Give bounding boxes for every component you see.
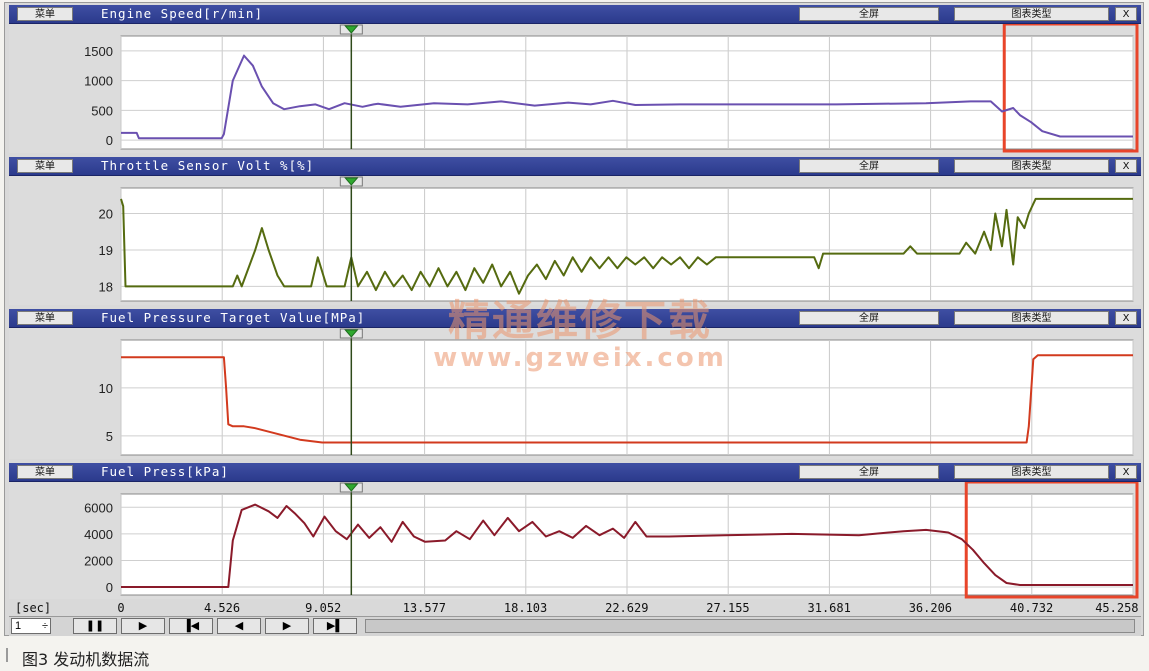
fullscreen-button[interactable]: 全屏 xyxy=(799,7,939,21)
close-icon[interactable]: X xyxy=(1115,159,1137,173)
fuel-pressure-target-chart: 5 10 xyxy=(99,328,1134,456)
panel-title: Engine Speed[r/min] xyxy=(101,6,263,21)
y-tick-label: 5 xyxy=(106,429,113,444)
x-tick-label: 31.681 xyxy=(807,601,851,615)
timeline-scrollbar[interactable] xyxy=(365,619,1135,633)
y-tick-label: 500 xyxy=(91,103,113,118)
panel-title: Fuel Press[kPa] xyxy=(101,464,229,479)
panel-title: Throttle Sensor Volt %[%] xyxy=(101,158,315,173)
y-tick-label: 6000 xyxy=(84,500,113,515)
engine-speed-chart: 0 500 1000 1500 xyxy=(84,24,1139,153)
playback-speed-field[interactable]: 1 ÷ xyxy=(11,618,51,634)
y-tick-label: 18 xyxy=(99,279,113,294)
y-tick-label: 2000 xyxy=(84,553,113,568)
x-tick-label: 4.526 xyxy=(203,601,241,615)
y-tick-label: 4000 xyxy=(84,527,113,542)
throttle-sensor-chart: 18 19 20 xyxy=(99,176,1134,302)
cursor-marker-icon[interactable] xyxy=(344,329,359,338)
y-tick-label: 10 xyxy=(99,381,113,396)
step-back-button[interactable]: ◀ xyxy=(217,618,261,634)
y-tick-label: 19 xyxy=(99,243,113,258)
series-line xyxy=(120,197,1133,295)
speed-spinner-icon[interactable]: ÷ xyxy=(41,620,48,632)
playback-controls: 1 ÷ ❚❚ ▶ ▐◀ ◀ ▶ ▶▌ xyxy=(9,616,1141,636)
close-icon[interactable]: X xyxy=(1115,7,1137,21)
x-tick-label: 40.732 xyxy=(1009,601,1054,615)
chart-type-button[interactable]: 图表类型 xyxy=(954,7,1109,21)
x-tick-label: 22.629 xyxy=(605,601,649,615)
chart-type-button[interactable]: 图表类型 xyxy=(954,159,1109,173)
x-tick-label: 45.258 xyxy=(1095,601,1139,615)
fullscreen-button[interactable]: 全屏 xyxy=(799,465,939,479)
x-tick-label: 36.206 xyxy=(908,601,953,615)
menu-button[interactable]: 菜单 xyxy=(17,7,73,21)
series-line xyxy=(121,503,1133,588)
fullscreen-button[interactable]: 全屏 xyxy=(799,159,939,173)
time-axis-unit: [sec] xyxy=(15,601,52,615)
chart-type-button[interactable]: 图表类型 xyxy=(954,465,1109,479)
panel-throttle-sensor: 菜单 Throttle Sensor Volt %[%] 全屏 图表类型 X 1… xyxy=(9,157,1141,305)
jump-end-button[interactable]: ▶▌ xyxy=(313,618,357,634)
highlight-box xyxy=(1002,24,1139,153)
panel-fuel-pressure-target: 菜单 Fuel Pressure Target Value[MPa] 全屏 图表… xyxy=(9,309,1141,459)
close-icon[interactable]: X xyxy=(1115,311,1137,325)
series-line xyxy=(121,54,1133,140)
panel-titlebar: 菜单 Throttle Sensor Volt %[%] 全屏 图表类型 X xyxy=(9,157,1141,176)
y-tick-label: 1500 xyxy=(84,44,113,59)
menu-button[interactable]: 菜单 xyxy=(17,311,73,325)
y-tick-label: 0 xyxy=(106,580,113,595)
y-tick-label: 20 xyxy=(99,207,113,222)
caption-marker xyxy=(6,648,8,662)
figure-caption: 图3 发动机数据流 xyxy=(22,650,150,669)
x-tick-label: 9.052 xyxy=(305,601,342,615)
x-tick-label: 18.103 xyxy=(503,601,548,615)
y-tick-label: 1000 xyxy=(84,74,113,89)
chart-type-button[interactable]: 图表类型 xyxy=(954,311,1109,325)
step-forward-button[interactable]: ▶ xyxy=(265,618,309,634)
panel-title: Fuel Pressure Target Value[MPa] xyxy=(101,310,366,325)
time-axis: [sec] 0 4.526 9.052 13.577 18.103 22.629 27.15… xyxy=(9,601,1141,615)
series-line xyxy=(121,354,1133,444)
menu-button[interactable]: 菜单 xyxy=(17,465,73,479)
playback-speed-value: 1 xyxy=(15,620,22,632)
menu-button[interactable]: 菜单 xyxy=(17,159,73,173)
x-tick-label: 13.577 xyxy=(402,601,447,615)
panel-engine-speed: 菜单 Engine Speed[r/min] 全屏 图表类型 X 0 500 100… xyxy=(9,5,1141,153)
y-tick-label: 0 xyxy=(106,133,113,148)
panel-titlebar: 菜单 Fuel Press[kPa] 全屏 图表类型 X xyxy=(9,463,1141,482)
cursor-marker-icon[interactable] xyxy=(344,177,359,186)
play-button[interactable]: ▶ xyxy=(121,618,165,634)
cursor-marker-icon[interactable] xyxy=(344,483,359,492)
panel-fuel-press: 菜单 Fuel Press[kPa] 全屏 图表类型 X 0 2000 4000 60… xyxy=(9,463,1141,599)
x-tick-label: 27.155 xyxy=(706,601,750,615)
panel-titlebar: 菜单 Engine Speed[r/min] 全屏 图表类型 X xyxy=(9,5,1141,24)
close-icon[interactable]: X xyxy=(1115,465,1137,479)
cursor-marker-icon[interactable] xyxy=(344,25,359,34)
fullscreen-button[interactable]: 全屏 xyxy=(799,311,939,325)
pause-button[interactable]: ❚❚ xyxy=(73,618,117,634)
highlight-box xyxy=(964,482,1139,599)
fuel-press-chart: 0 2000 4000 6000 xyxy=(84,482,1139,599)
panel-titlebar: 菜单 Fuel Pressure Target Value[MPa] 全屏 图表… xyxy=(9,309,1141,328)
jump-start-button[interactable]: ▐◀ xyxy=(169,618,213,634)
scan-tool-window: 菜单 Engine Speed[r/min] 全屏 图表类型 X 0 500 100… xyxy=(4,2,1144,636)
x-tick-label: 0 xyxy=(117,601,125,615)
